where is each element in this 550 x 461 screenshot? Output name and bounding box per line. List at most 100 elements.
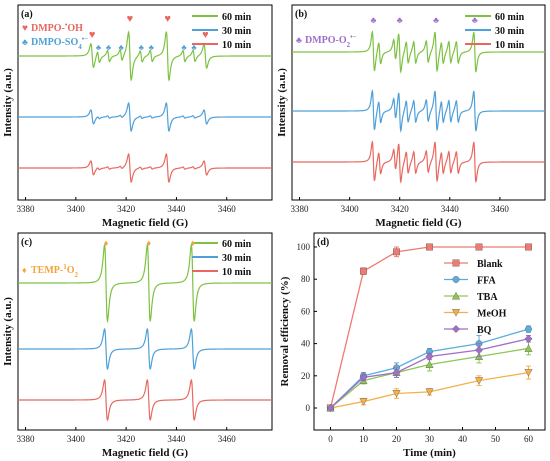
panel-label: (d)	[317, 237, 329, 248]
series-line-10-min	[292, 140, 545, 184]
data-point	[425, 352, 434, 361]
series-line-10-min	[18, 378, 272, 422]
series-line-30-min	[18, 327, 272, 371]
plot-frame	[17, 232, 273, 431]
annotation-part: DMPO-	[31, 23, 65, 34]
x-tick-label: 3400	[67, 434, 86, 444]
x-tick-label: 3420	[117, 204, 136, 214]
y-tick-label: 60	[301, 306, 311, 316]
y-axis-label: Intensity (a.u.)	[276, 68, 288, 137]
legend-label: TBA	[477, 292, 498, 303]
heart-icon: ♥	[164, 13, 171, 25]
series-line-60-min	[18, 30, 272, 82]
legend-label: 60 min	[495, 12, 525, 23]
club-icon: ♣	[106, 43, 112, 52]
series-line	[330, 338, 529, 409]
panel-c: 3380 3400 3420 3440 3460 Magnetic field (G) In…	[2, 232, 273, 459]
x-tick-label: 3400	[341, 204, 360, 214]
diamond-icon: ♦	[190, 238, 195, 248]
data-point	[393, 248, 400, 256]
club-icon: ♣	[296, 35, 302, 45]
data-point	[425, 360, 434, 368]
data-point	[452, 259, 460, 267]
x-tick-label: 3380	[291, 204, 310, 214]
club-icon: ♣	[118, 43, 124, 52]
x-axis-label: Magnetic field (G)	[375, 217, 461, 229]
x-tick-label: 40	[458, 434, 468, 444]
x-tick-label: 3460	[218, 434, 237, 444]
panel-d: 0 10 20 30 40 50 60 0 20 40 60 80 100 Time (min) Remov…	[279, 232, 546, 459]
annotation-part: •−	[350, 33, 356, 41]
series-line	[329, 246, 529, 409]
legend-label: FFA	[477, 276, 496, 287]
data-point	[359, 398, 368, 406]
data-point	[524, 344, 533, 352]
legend-label: 60 min	[222, 239, 252, 250]
x-tick-label: 30	[425, 434, 435, 444]
panel-b: 3380 3400 3420 3440 3460 Magnetic field (G) In…	[276, 4, 546, 229]
x-tick-label: 3440	[441, 204, 460, 214]
diamond-icon: ♦	[146, 238, 151, 248]
club-icon: ♣	[139, 43, 145, 52]
series-line-60-min	[18, 242, 272, 324]
data-point	[524, 334, 533, 343]
x-tick-label: 3420	[391, 204, 410, 214]
club-icon: ♣	[181, 43, 187, 52]
series-line	[330, 347, 529, 409]
series-line-60-min	[292, 30, 545, 74]
y-tick-label: 0	[306, 403, 311, 413]
panel-label: (a)	[21, 9, 33, 20]
y-tick-label: 100	[297, 242, 311, 252]
annotation-o2: DMPO-O2•−	[305, 33, 357, 49]
panel-a: 3380 3400 3420 3440 3460 Magnetic field (G) In…	[2, 4, 273, 229]
y-axis-label: Intensity (a.u.)	[2, 297, 14, 366]
legend-label: 30 min	[222, 26, 252, 37]
data-point	[475, 346, 483, 355]
panel-label: (b)	[295, 9, 307, 20]
series-line-10-min	[18, 152, 272, 184]
series-BQ	[326, 334, 533, 412]
legend-label: 10 min	[495, 40, 525, 51]
legend-label: MeOH	[477, 309, 507, 320]
heart-icon: ♥	[202, 29, 209, 41]
data-point	[326, 404, 335, 412]
x-tick-label: 3380	[17, 204, 36, 214]
series-line	[330, 328, 529, 409]
data-point	[426, 243, 433, 251]
annotation-part: TEMP-	[31, 265, 63, 276]
annotation-part: DMPO-SO	[31, 37, 78, 48]
y-axis-label: Removal efficiency (%)	[279, 276, 291, 386]
legend-label: 30 min	[222, 253, 252, 264]
annotation-so4: DMPO-SO4•−	[31, 35, 88, 51]
x-tick-label: 20	[392, 434, 402, 444]
y-axis-label: Intensity (a.u.)	[2, 68, 14, 137]
annotation-part: 2	[347, 41, 351, 49]
heart-icon: ♥	[89, 29, 96, 41]
annotation-part: 1	[63, 263, 67, 271]
x-axis-label: Time (min)	[403, 447, 456, 459]
x-axis-label: Magnetic field (G)	[102, 447, 188, 459]
panel-label: (c)	[21, 237, 32, 248]
legend-label: BQ	[477, 325, 492, 336]
x-tick-label: 3420	[117, 434, 136, 444]
club-icon: ♣	[472, 15, 478, 25]
data-point	[392, 368, 401, 377]
data-point	[392, 390, 401, 398]
series-MeOH	[326, 365, 533, 413]
x-tick-label: 3440	[167, 204, 186, 214]
y-tick-label: 20	[301, 371, 311, 381]
annotation-part: 2	[75, 271, 79, 279]
annotation-part: DMPO-O	[305, 35, 347, 46]
club-icon: ♣	[191, 43, 197, 52]
data-point	[360, 267, 367, 275]
diamond-icon: ♦	[22, 265, 27, 275]
data-point	[451, 309, 461, 317]
data-point	[359, 373, 368, 382]
y-tick-label: 80	[301, 274, 311, 284]
club-icon: ♣	[397, 15, 403, 25]
y-tick-label: 40	[301, 339, 311, 349]
data-point	[524, 369, 533, 377]
annotation-part: OH	[67, 23, 83, 34]
data-point	[452, 276, 460, 283]
